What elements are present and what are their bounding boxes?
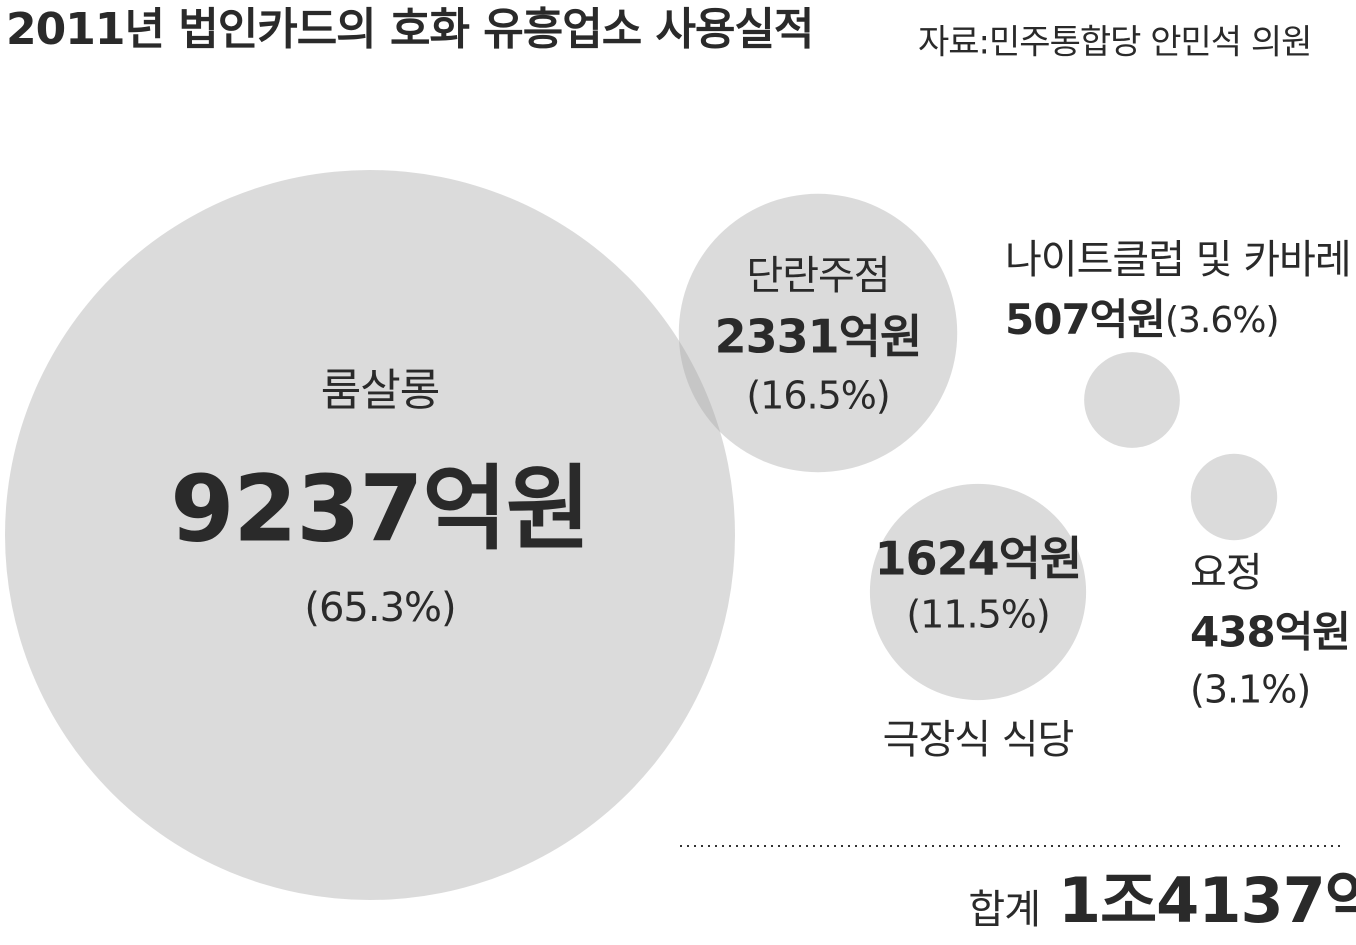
share-label: (65.3%) xyxy=(304,585,455,631)
category-label: 단란주점 xyxy=(746,253,889,299)
value-label: 1624억원 xyxy=(875,532,1082,586)
bubble xyxy=(1190,453,1278,541)
share-label: (3.6%) xyxy=(1165,300,1279,341)
category-label: 극장식 식당 xyxy=(883,717,1074,763)
bubble xyxy=(678,193,958,473)
value-label: 2331억원 xyxy=(715,310,922,364)
share-label: (11.5%) xyxy=(906,593,1049,637)
bubble xyxy=(869,483,1087,701)
bubble xyxy=(5,170,735,900)
bubble xyxy=(1084,352,1180,448)
category-label: 나이트클럽 및 카바레 xyxy=(1005,237,1351,283)
chart-title: 2011년 법인카드의 호화 유흥업소 사용실적 xyxy=(6,4,813,55)
bubble-layer xyxy=(5,170,1278,900)
value-label: 507억원 xyxy=(1005,295,1165,344)
value-share-label: 507억원(3.6%) xyxy=(1005,295,1279,344)
value-label: 438억원 xyxy=(1190,608,1350,657)
total-label: 합계 xyxy=(968,887,1040,933)
total-value: 1조4137억원 xyxy=(1058,864,1356,937)
category-label: 룸살롱 xyxy=(321,365,439,416)
source: 자료:민주통합당 안민석 의원 xyxy=(918,23,1311,63)
share-label: (16.5%) xyxy=(746,374,889,418)
category-label: 요정 xyxy=(1190,550,1262,596)
value-label: 9237억원 xyxy=(170,455,589,562)
share-label: (3.1%) xyxy=(1190,668,1310,712)
